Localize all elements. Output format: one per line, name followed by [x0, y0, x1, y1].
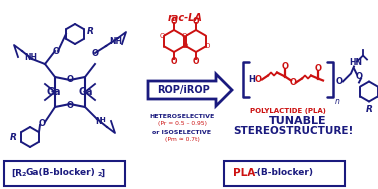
Text: Ga(B-blocker): Ga(B-blocker) — [25, 169, 95, 177]
Text: O: O — [193, 16, 199, 26]
Text: O: O — [91, 49, 99, 57]
Text: TUNABLE: TUNABLE — [269, 116, 327, 126]
Text: STEREOSTRUCTURE!: STEREOSTRUCTURE! — [233, 126, 353, 136]
Text: N: N — [95, 118, 101, 126]
Text: O: O — [193, 57, 199, 66]
Text: HN: HN — [350, 58, 363, 67]
Text: Ga: Ga — [79, 87, 93, 97]
Text: R: R — [10, 132, 17, 142]
Text: NH: NH — [109, 37, 122, 46]
Text: -(B-blocker): -(B-blocker) — [253, 169, 313, 177]
Polygon shape — [148, 74, 232, 106]
Text: O: O — [160, 33, 165, 39]
Text: 2: 2 — [97, 173, 101, 177]
Text: Ga: Ga — [47, 87, 61, 97]
Text: O: O — [282, 62, 288, 71]
Text: O: O — [67, 74, 73, 84]
FancyBboxPatch shape — [3, 160, 124, 185]
Text: O: O — [336, 77, 342, 86]
Text: [R: [R — [11, 169, 22, 177]
Text: (Pr = 0.5 – 0.95): (Pr = 0.5 – 0.95) — [158, 122, 206, 126]
Text: or ISOSELECTIVE: or ISOSELECTIVE — [152, 129, 212, 135]
Text: HETEROSELECTIVE: HETEROSELECTIVE — [149, 114, 215, 119]
Text: O: O — [314, 64, 322, 73]
Text: O: O — [290, 78, 296, 87]
Text: PLA: PLA — [233, 168, 255, 178]
Text: POLYLACTIDE (PLA): POLYLACTIDE (PLA) — [250, 108, 326, 114]
Text: 2: 2 — [22, 173, 26, 177]
Text: O: O — [171, 57, 177, 66]
Text: O: O — [254, 75, 262, 84]
Text: H: H — [249, 75, 256, 84]
Text: (Pm ≈ 0.7t): (Pm ≈ 0.7t) — [164, 138, 200, 143]
Text: O: O — [67, 101, 73, 109]
FancyBboxPatch shape — [223, 160, 344, 185]
Text: O: O — [182, 33, 187, 39]
Text: R: R — [87, 28, 94, 36]
Text: O: O — [205, 43, 210, 50]
Text: n: n — [335, 97, 340, 105]
Text: ROP/iROP: ROP/iROP — [158, 85, 211, 95]
Text: O: O — [53, 46, 59, 56]
Text: R: R — [366, 105, 372, 114]
Text: O: O — [355, 72, 363, 81]
Text: NH: NH — [25, 53, 37, 63]
Text: O: O — [39, 119, 45, 128]
Text: O: O — [183, 43, 188, 50]
Text: H: H — [99, 117, 105, 123]
Text: rac-LA: rac-LA — [167, 13, 203, 23]
Text: O: O — [171, 16, 177, 26]
Text: ]: ] — [100, 169, 104, 177]
